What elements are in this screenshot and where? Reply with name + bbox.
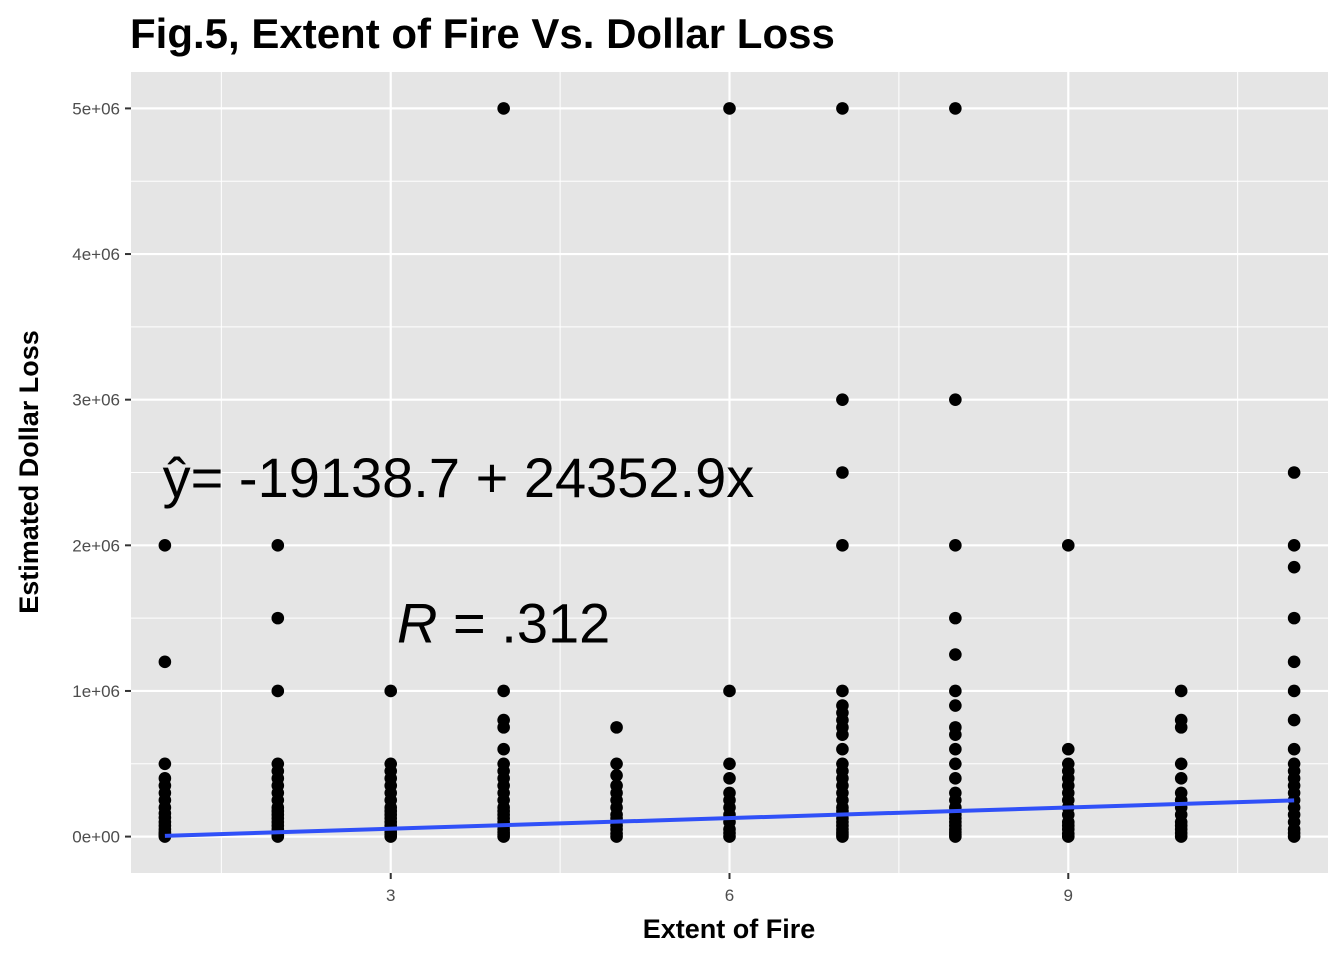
data-point (836, 684, 849, 698)
data-point (271, 757, 285, 771)
data-point (836, 393, 849, 406)
data-point (949, 393, 962, 406)
data-point (384, 684, 398, 698)
y-tick-label: 4e+06 (72, 245, 120, 264)
data-point (1287, 466, 1301, 479)
data-point (836, 699, 849, 712)
data-point (949, 539, 962, 552)
data-point (158, 655, 172, 669)
data-point (1287, 742, 1301, 756)
data-point (949, 648, 962, 661)
annotations: ŷ= -19138.7 + 24352.9x R = .312 (163, 446, 755, 655)
y-tick-label: 5e+06 (72, 99, 120, 118)
data-point (836, 539, 849, 552)
x-axis-title: Extent of Fire (643, 914, 816, 944)
data-point (723, 786, 736, 800)
data-point (1287, 560, 1301, 574)
data-point (1061, 742, 1075, 756)
x-tick-label: 9 (1064, 886, 1073, 905)
data-point (949, 721, 962, 734)
data-point (1287, 655, 1301, 669)
y-axis-title: Estimated Dollar Loss (14, 330, 44, 614)
y-tick-label: 1e+06 (72, 682, 120, 701)
data-point (1287, 611, 1301, 625)
data-point (949, 611, 962, 625)
data-point (610, 769, 623, 782)
data-point (497, 757, 510, 771)
data-point (497, 102, 510, 115)
data-point (723, 684, 736, 698)
data-point (1174, 757, 1188, 771)
data-point (1287, 713, 1301, 727)
correlation-symbol: R (397, 592, 437, 655)
data-point (610, 757, 623, 771)
data-point (1174, 786, 1188, 800)
data-point (836, 742, 849, 756)
y-tick-label: 0e+00 (72, 828, 120, 847)
data-point (1174, 713, 1188, 727)
data-point (497, 713, 510, 727)
x-tick-label: 6 (725, 886, 734, 905)
data-point (723, 102, 736, 115)
regression-equation: ŷ= -19138.7 + 24352.9x (163, 446, 755, 509)
chart-title: Fig.5, Extent of Fire Vs. Dollar Loss (130, 10, 835, 57)
data-point (271, 684, 285, 698)
data-point (949, 684, 962, 698)
data-point (158, 757, 172, 771)
regression-line (164, 798, 1295, 838)
data-point (1287, 684, 1301, 698)
data-point (836, 102, 849, 115)
data-point (723, 757, 736, 771)
x-axis: 3 6 9 (386, 873, 1073, 905)
data-point (836, 466, 849, 479)
data-point (384, 757, 398, 771)
y-axis: 0e+00 1e+06 2e+06 3e+06 4e+06 5e+06 (72, 99, 131, 847)
data-point (723, 772, 736, 785)
correlation-label: R = .312 (397, 592, 610, 655)
data-point (497, 742, 510, 756)
data-point (158, 539, 172, 552)
correlation-value: = .312 (437, 592, 610, 655)
data-point (1061, 757, 1075, 771)
data-point (1061, 539, 1075, 552)
data-point (949, 772, 962, 785)
data-point (1174, 772, 1188, 785)
data-point (949, 102, 962, 115)
data-point (610, 779, 623, 792)
y-tick-label: 3e+06 (72, 391, 120, 410)
data-point (1174, 684, 1188, 698)
data-point (610, 721, 623, 734)
data-point (836, 757, 849, 771)
x-tick-label: 3 (386, 886, 395, 905)
y-tick-label: 2e+06 (72, 536, 120, 555)
data-point (949, 757, 962, 771)
data-point (949, 699, 962, 712)
data-point (497, 684, 510, 698)
data-point (271, 539, 285, 552)
data-point (1287, 757, 1301, 771)
data-point (1287, 539, 1301, 552)
data-point (949, 742, 962, 756)
data-point (271, 611, 285, 625)
data-point (949, 786, 962, 800)
data-point (158, 772, 172, 785)
